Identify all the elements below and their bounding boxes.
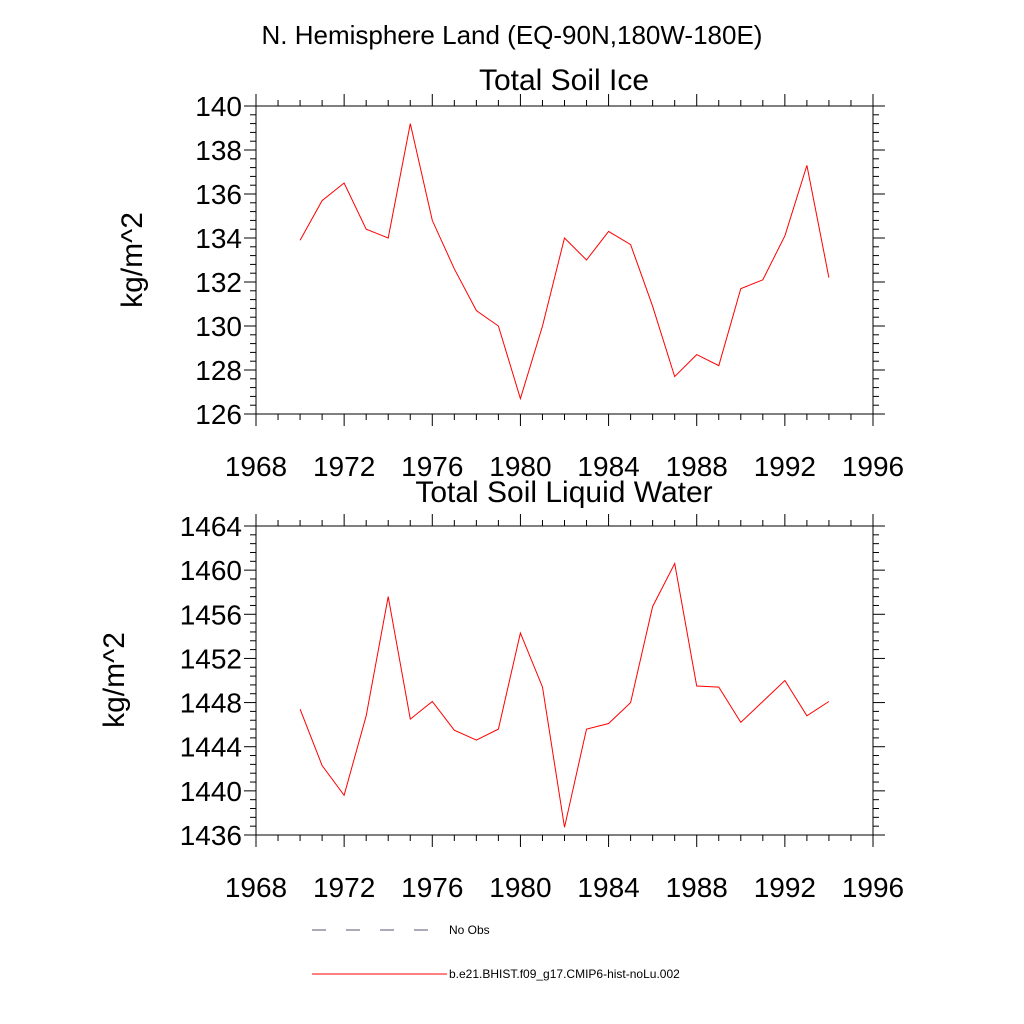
- y-tick-label: 1448: [180, 688, 242, 719]
- x-tick-label: 1972: [313, 872, 375, 903]
- series-group: [299, 123, 830, 401]
- x-tick-label: 1988: [666, 451, 728, 482]
- axis-ticks: 1968 1972 1976 1980 1984 1988 1992 1996 1436 1440…: [180, 511, 904, 903]
- y-tick-label: 1440: [180, 776, 242, 807]
- legend: No Obs b.e21.BHIST.f09_g17.CMIP6-hist-no…: [312, 923, 680, 981]
- y-tick-label: 132: [195, 267, 242, 298]
- x-tick-label: 1996: [842, 451, 904, 482]
- axis-ticks: 1968 1972 1976 1980 1984 1988 1992 1996 126 128 13…: [195, 91, 904, 482]
- series-line: [299, 561, 830, 828]
- x-tick-label: 1996: [842, 872, 904, 903]
- y-tick-label: 140: [195, 91, 242, 122]
- y-tick-label: 1452: [180, 643, 242, 674]
- x-tick-label: 1988: [666, 872, 728, 903]
- chart-title: Total Soil Ice: [479, 64, 649, 97]
- x-tick-label: 1980: [489, 451, 551, 482]
- chart-panel-soil-liquid-water: Total Soil Liquid Water kg/m^2 1968 1972 1…: [98, 476, 904, 903]
- y-axis-label: kg/m^2: [98, 632, 131, 728]
- x-tick-label: 1980: [489, 872, 551, 903]
- x-tick-label: 1976: [401, 451, 463, 482]
- legend-label-model-run: b.e21.BHIST.f09_g17.CMIP6-hist-noLu.002: [449, 967, 680, 981]
- x-tick-label: 1968: [225, 451, 287, 482]
- x-tick-label: 1992: [754, 451, 816, 482]
- chart-panel-soil-ice: Total Soil Ice kg/m^2 1968 1972 1976 1980 19…: [116, 64, 904, 482]
- y-tick-label: 1444: [180, 732, 242, 763]
- plot-frame: [255, 525, 874, 836]
- y-tick-label: 128: [195, 355, 242, 386]
- x-tick-label: 1984: [577, 872, 639, 903]
- chart-title: Total Soil Liquid Water: [415, 476, 712, 509]
- legend-label-no-obs: No Obs: [449, 923, 490, 937]
- y-tick-label: 138: [195, 135, 242, 166]
- x-tick-label: 1976: [401, 872, 463, 903]
- y-tick-label: 1436: [180, 820, 242, 851]
- x-tick-label: 1972: [313, 451, 375, 482]
- y-tick-label: 1460: [180, 555, 242, 586]
- y-tick-label: 126: [195, 399, 242, 430]
- y-axis-label: kg/m^2: [116, 212, 149, 308]
- figure-suptitle: N. Hemisphere Land (EQ-90N,180W-180E): [262, 20, 763, 50]
- y-tick-label: 1464: [180, 511, 242, 542]
- y-tick-label: 130: [195, 311, 242, 342]
- series-group: [299, 561, 830, 828]
- y-tick-label: 136: [195, 179, 242, 210]
- plot-frame: [255, 105, 874, 415]
- x-tick-label: 1984: [577, 451, 639, 482]
- x-tick-label: 1992: [754, 872, 816, 903]
- x-tick-label: 1968: [225, 872, 287, 903]
- y-tick-label: 134: [195, 223, 242, 254]
- y-tick-label: 1456: [180, 599, 242, 630]
- series-line: [299, 123, 830, 401]
